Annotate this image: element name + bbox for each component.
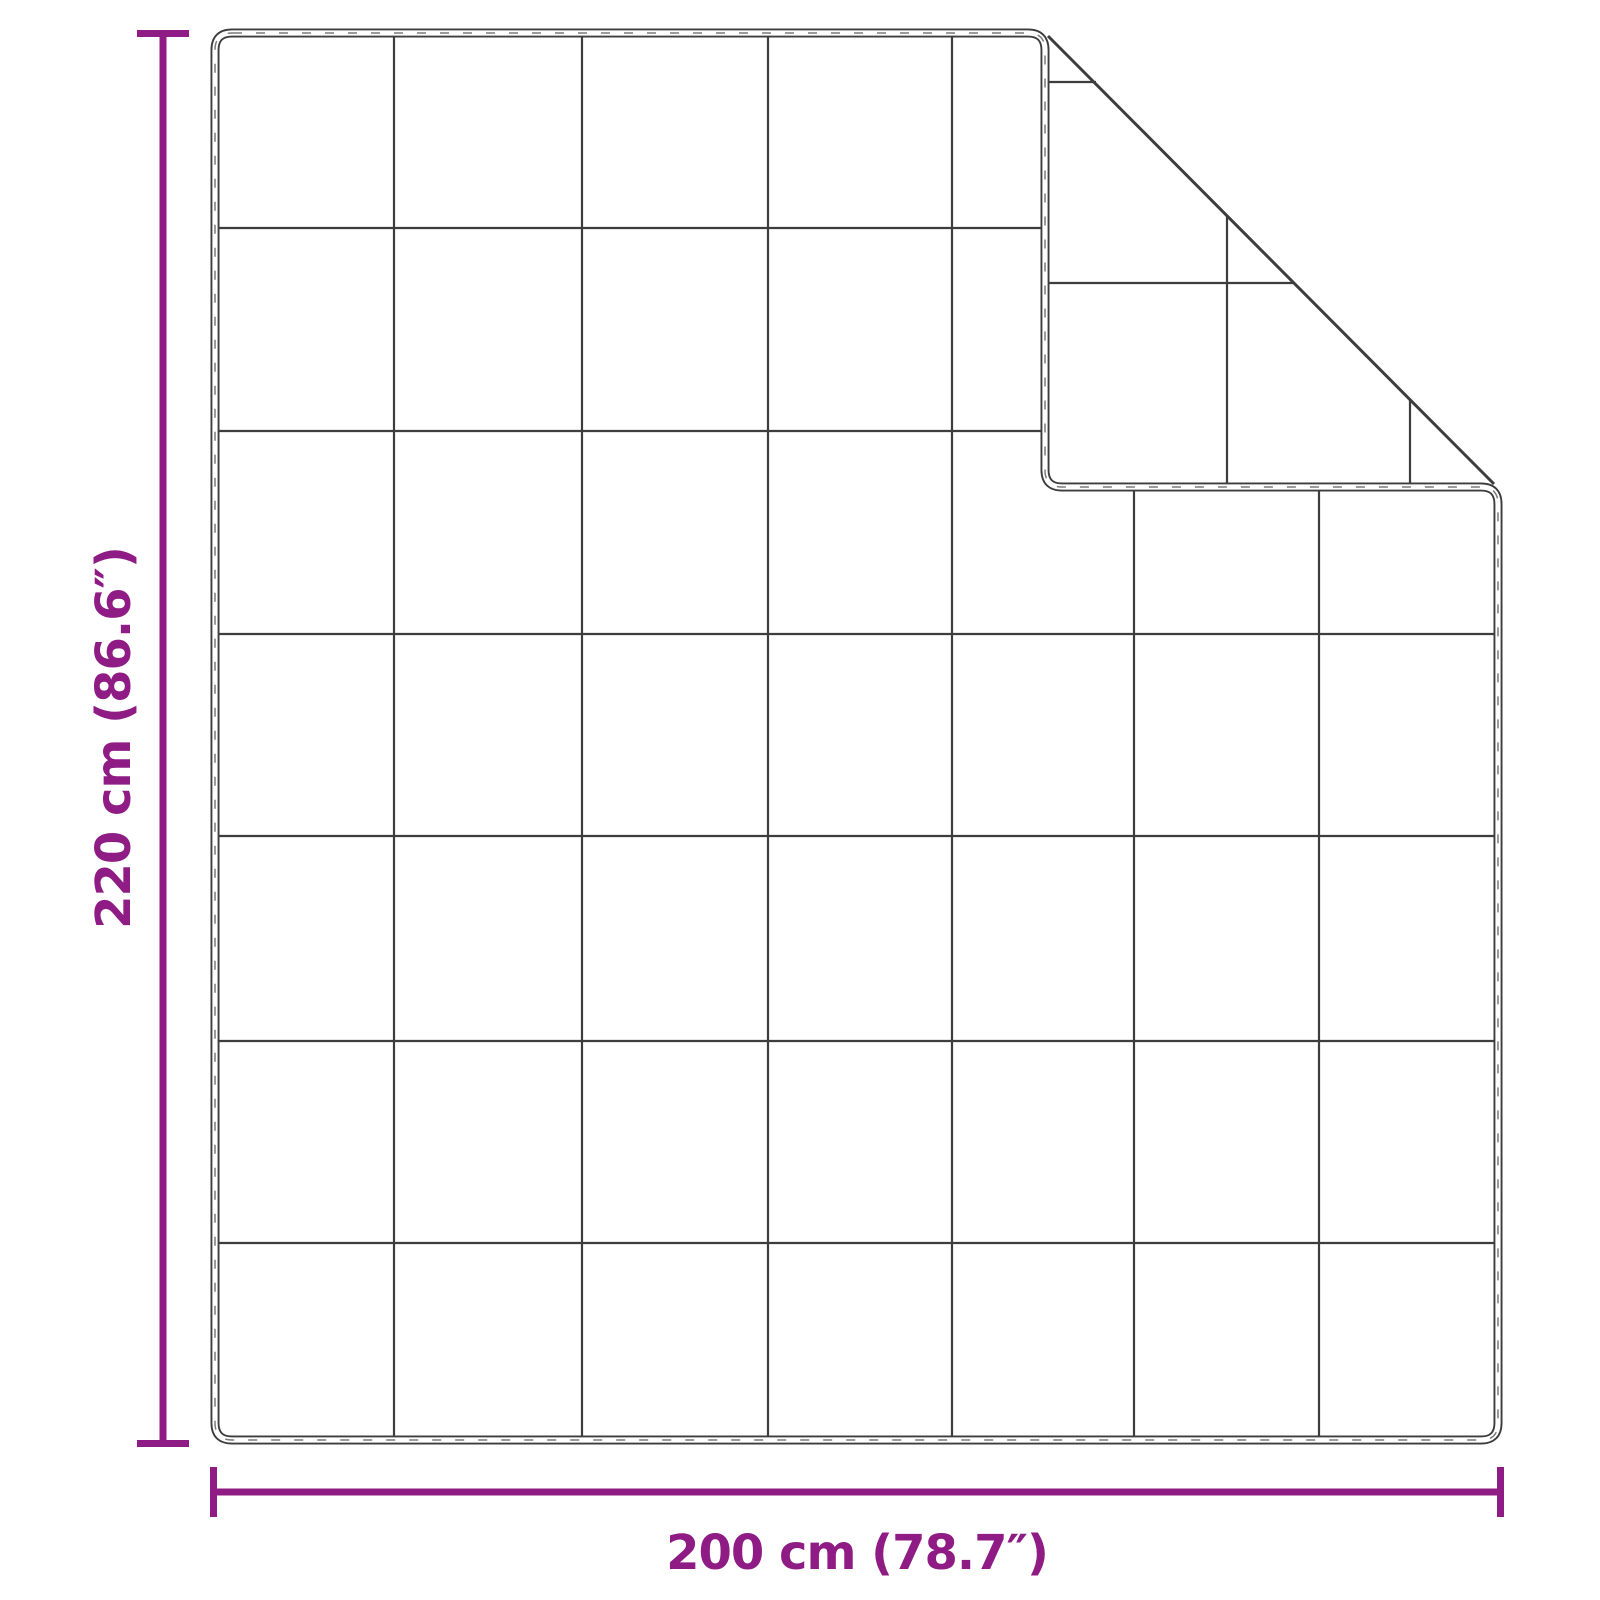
fold-crease bbox=[1046, 34, 1496, 486]
blanket-outline-core bbox=[212, 30, 1501, 1443]
width-label: 200 cm (78.7″) bbox=[666, 1525, 1048, 1581]
height-label: 220 cm (86.6″) bbox=[86, 547, 142, 929]
flap-grid bbox=[1046, 80, 1412, 486]
blanket bbox=[210, 28, 1503, 1445]
width-dimension bbox=[210, 1467, 1504, 1517]
border-stitching bbox=[214, 32, 1499, 1441]
blanket-outline-outer bbox=[210, 28, 1503, 1445]
height-dimension bbox=[137, 30, 189, 1447]
quilt-grid bbox=[217, 35, 1496, 1438]
